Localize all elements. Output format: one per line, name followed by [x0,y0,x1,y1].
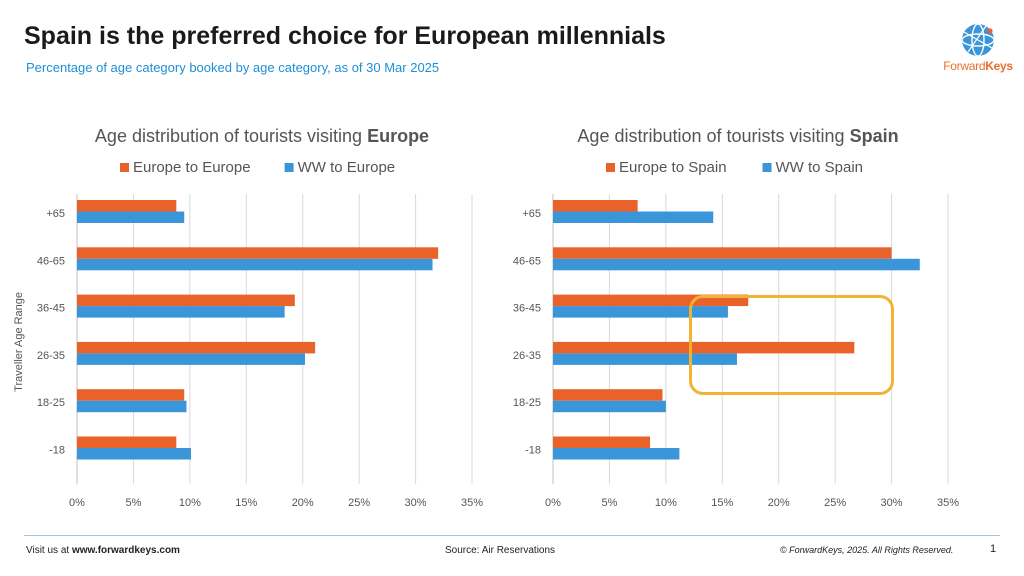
category-label: -18 [525,445,541,457]
bar [553,353,737,365]
bar [553,448,680,460]
y-axis-label: Traveller Age Range [13,292,25,392]
bar [77,436,177,448]
footer-divider [24,535,1000,536]
x-tick-label: 25% [824,497,846,509]
charts-area: Age distribution of tourists visiting Eu… [0,110,1024,530]
bar [77,400,187,413]
x-tick-label: 0% [69,497,85,509]
age-distribution-charts: Age distribution of tourists visiting Eu… [13,126,959,509]
bar [77,294,295,307]
x-tick-label: 35% [461,497,483,509]
x-tick-label: 20% [292,497,314,509]
category-label: 18-25 [37,397,65,409]
footer-source: Source: Air Reservations [445,545,556,556]
bar [553,341,855,354]
legend-swatch [120,163,129,172]
category-label: +65 [46,208,65,220]
bar [553,389,663,401]
bar [77,247,439,259]
x-tick-label: 25% [348,497,370,509]
bar [553,436,651,448]
bar [77,211,185,223]
page-subtitle: Percentage of age category booked by age… [26,60,440,75]
x-tick-label: 35% [937,497,959,509]
bar [553,306,728,318]
bar [553,294,749,307]
logo-wordmark: ForwardKeys [943,59,1013,73]
legend-label: WW to Europe [298,159,396,176]
category-label: -18 [49,445,65,457]
bar [553,400,666,413]
legend-label: WW to Spain [776,159,864,176]
bar [77,200,177,212]
bar [553,211,714,223]
highlight-box [689,295,894,395]
category-label: 26-35 [37,350,65,362]
bar [77,306,285,318]
category-label: 36-45 [513,303,541,315]
category-label: 46-65 [37,255,65,267]
category-label: 18-25 [513,397,541,409]
bar [553,247,892,259]
website-link[interactable]: www.forwardkeys.com [71,545,180,556]
x-tick-label: 15% [235,497,257,509]
category-label: +65 [522,208,541,220]
x-tick-label: 30% [881,497,903,509]
x-tick-label: 0% [545,497,561,509]
bar [77,341,316,354]
legend-swatch [284,163,294,172]
globe-network-icon [961,23,995,57]
legend-label: Europe to Europe [133,159,251,176]
legend-label: Europe to Spain [619,159,727,176]
x-tick-label: 5% [601,497,617,509]
x-tick-label: 10% [655,497,677,509]
x-tick-label: 5% [125,497,141,509]
page-number: 1 [990,543,997,555]
category-label: 36-45 [37,303,65,315]
forwardkeys-logo: ForwardKeys [940,22,1016,82]
bar [77,448,191,460]
x-tick-label: 30% [405,497,427,509]
footer-copyright: © ForwardKeys, 2025. All Rights Reserved… [780,545,954,555]
x-tick-label: 15% [711,497,733,509]
x-tick-label: 20% [768,497,790,509]
chart-title: Age distribution of tourists visiting Eu… [95,126,429,146]
bar [77,389,185,401]
category-label: 46-65 [513,255,541,267]
x-tick-label: 10% [179,497,201,509]
footer-website: Visit us at www.forwardkeys.com [26,545,180,556]
category-label: 26-35 [513,350,541,362]
bar [77,353,305,365]
chart-title: Age distribution of tourists visiting Sp… [577,126,898,146]
bar [77,258,433,271]
bar [553,258,920,271]
page-title: Spain is the preferred choice for Europe… [24,22,666,50]
legend-swatch [762,163,772,172]
bar [553,200,638,212]
legend-swatch [606,163,615,172]
